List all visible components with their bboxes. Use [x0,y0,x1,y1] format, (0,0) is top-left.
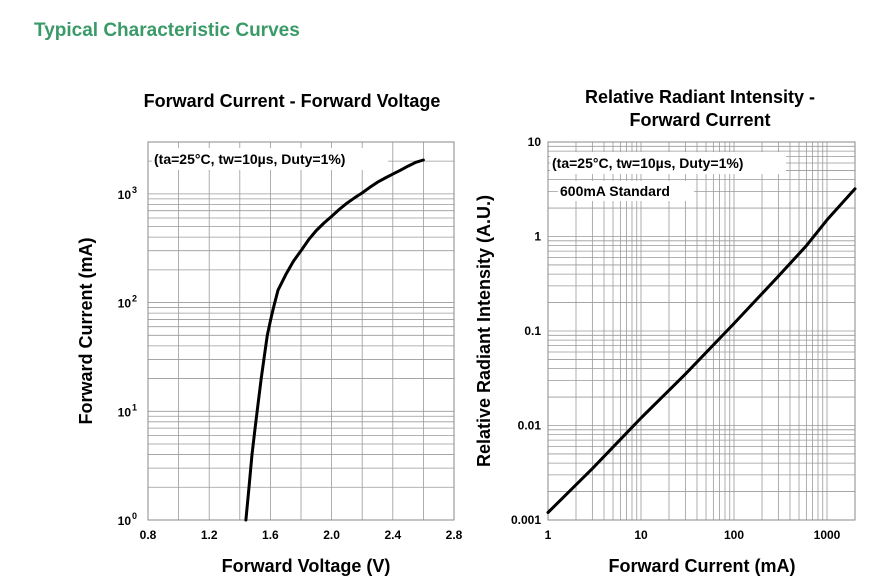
chart1-x-axis-label: Forward Voltage (V) [222,556,391,576]
chart1-y-tick-base: 10 [118,188,132,202]
chart1-x-tick-label: 2.0 [323,528,340,542]
chart1-y-tick-base: 10 [118,297,132,311]
chart2-annotation-bg [550,152,786,174]
chart1-y-tick-exponent: 2 [132,294,137,304]
page-heading: Typical Characteristic Curves [34,20,300,41]
chart1-x-ticks: 0.8 1.2 1.6 2.0 2.4 2.8 [140,528,463,542]
chart1-frame [147,141,455,521]
chart2-x-tick-label: 1 [545,528,552,542]
chart1-title: Forward Current - Forward Voltage [144,91,441,111]
chart2-y-tick-label: 1 [534,230,541,244]
chart1-conditions-annotation: (ta=25°C, tw=10µs, Duty=1%) [154,151,345,167]
chart2-standard-annotation-bg [558,181,694,201]
chart-radiant-intensity-current: Relative Radiant Intensity - Forward Cur… [474,87,857,576]
chart1-y-tick-exponent: 0 [132,511,137,521]
chart2-x-tick-label: 10 [634,528,648,542]
chart1-x-tick-label: 2.4 [384,528,401,542]
chart2-y-tick-label: 10 [528,135,542,149]
chart2-title-line1: Relative Radiant Intensity - [585,87,815,107]
chart2-x-ticks: 1 10 100 1000 [545,528,841,542]
chart1-grid [147,141,455,521]
chart2-y-axis-label: Relative Radiant Intensity (A.U.) [474,195,494,467]
chart1-x-tick-label: 1.2 [201,528,218,542]
chart2-y-tick-label: 0.1 [524,324,541,338]
chart2-x-tick-label: 1000 [814,528,841,542]
chart2-y-ticks: 0.001 0.01 0.1 1 10 [511,135,541,527]
chart1-y-axis-label: Forward Current (mA) [76,237,96,424]
chart1-x-tick-label: 1.6 [262,528,279,542]
chart1-x-tick-label: 2.8 [446,528,463,542]
chart2-series-line [546,187,857,514]
chart1-y-tick-base: 10 [118,405,132,419]
chart1-series-line [244,158,425,522]
chart2-y-tick-label: 0.001 [511,513,541,527]
chart2-frame [547,141,856,521]
chart1-y-tick-exponent: 1 [132,402,137,412]
chart2-conditions-annotation: (ta=25°C, tw=10µs, Duty=1%) [552,155,743,171]
chart2-standard-annotation: 600mA Standard [560,183,670,199]
chart1-annotation-bg [152,148,388,170]
chart1-y-tick-exponent: 3 [132,185,137,195]
chart1-x-tick-label: 0.8 [140,528,157,542]
chart2-x-axis-label: Forward Current (mA) [608,556,795,576]
chart2-x-tick-label: 100 [724,528,744,542]
chart2-y-tick-label: 0.01 [518,419,542,433]
chart1-y-tick-base: 10 [118,514,132,528]
chart2-title-line2: Forward Current [629,110,770,130]
chart-forward-current-voltage: Forward Current - Forward Voltage 0.8 1.2… [76,91,463,576]
